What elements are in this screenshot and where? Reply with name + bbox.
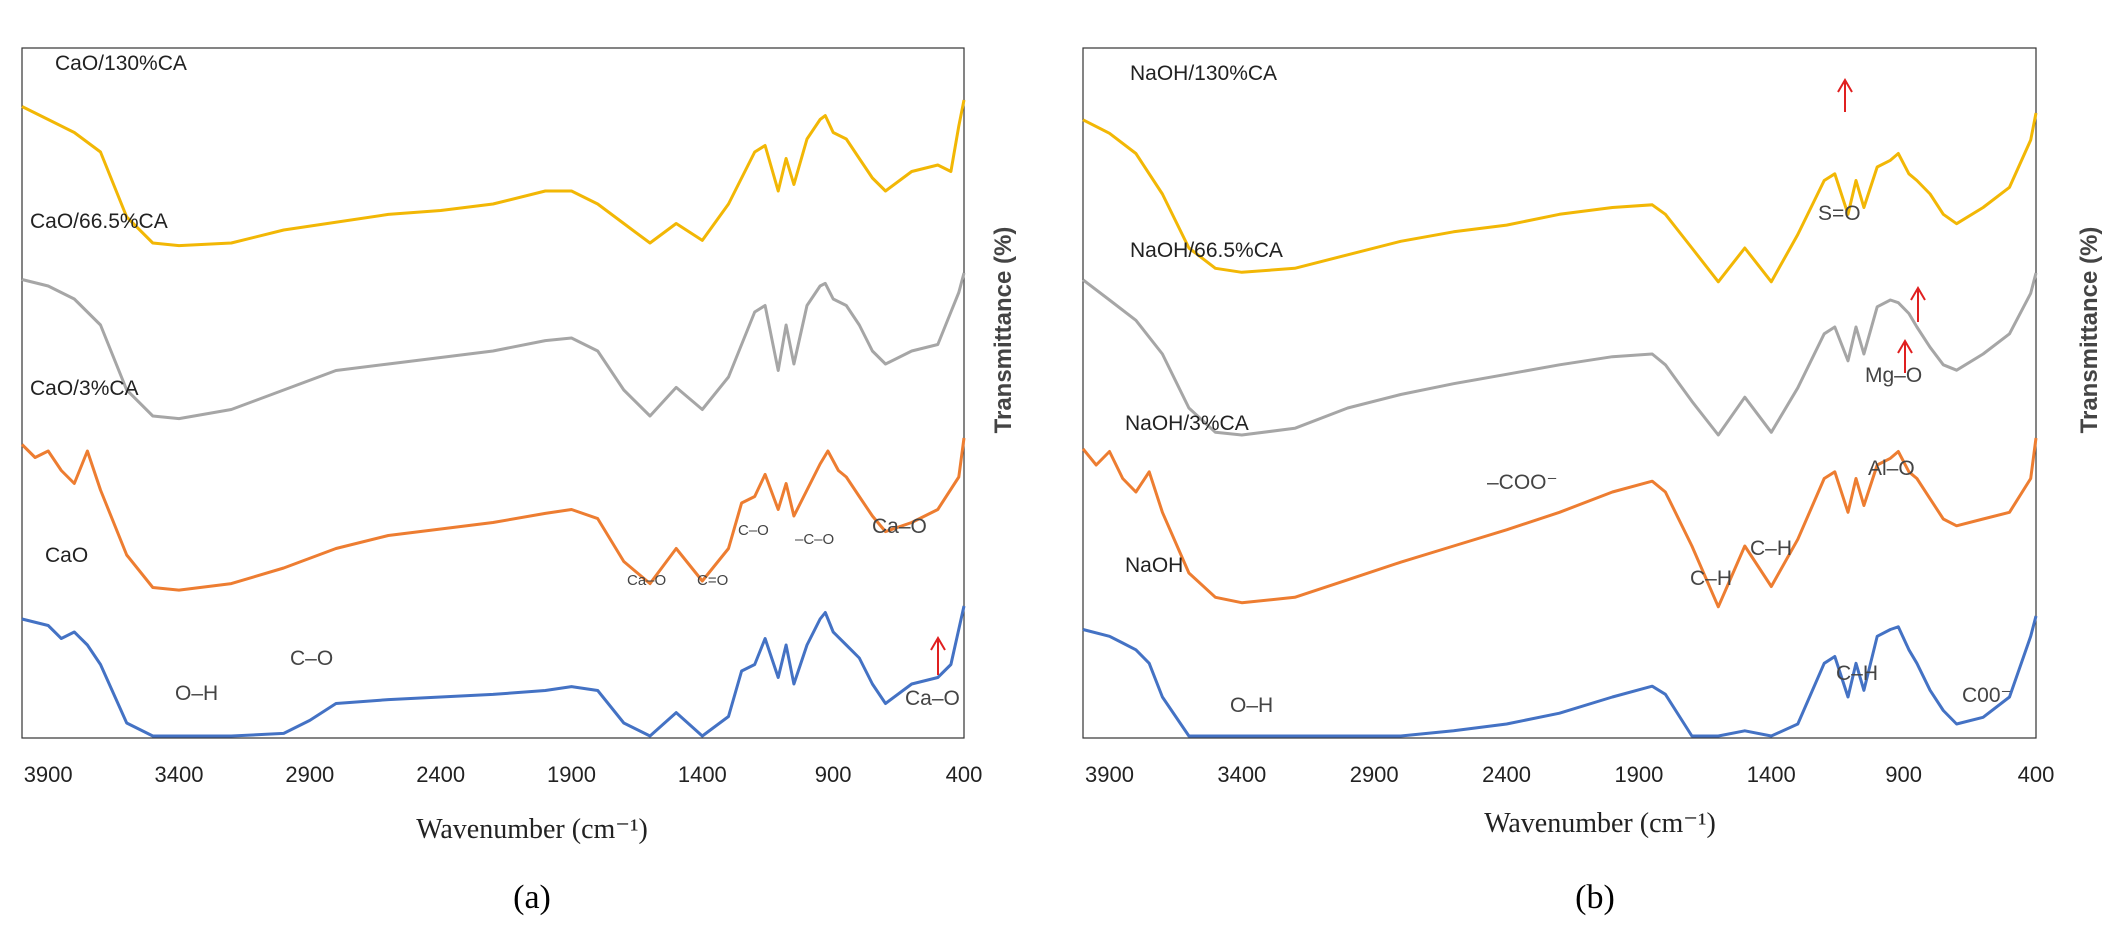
series-label-naoh-3: NaOH/3%CA xyxy=(1125,412,1249,435)
x-tick-label-3400: 3400 xyxy=(155,762,204,787)
annotation-oh: O–H xyxy=(1230,694,1273,717)
annotation-c-o-3: –C–O xyxy=(795,531,834,548)
x-tick-label-2900: 2900 xyxy=(285,762,334,787)
x-tick-label-2400: 2400 xyxy=(416,762,465,787)
arrow-head-s-o xyxy=(1837,78,1853,93)
series-line-naoh-3-ca xyxy=(1081,437,2038,609)
x-tick-labels: 3900 3400 2900 2400 1900 1400 900 400 xyxy=(1085,762,2054,787)
series-line-naoh-66-5-ca xyxy=(1082,272,2038,437)
x-tick-label-2400: 2400 xyxy=(1482,762,1531,787)
arrow-head-mg-o xyxy=(1910,286,1926,301)
series-label-cao-3: CaO/3%CA xyxy=(30,377,139,400)
panel-b: 3900 3400 2900 2400 1900 1400 900 400 NaOH/130%… xyxy=(990,47,2103,916)
annotation-c00: C00⁻ xyxy=(1962,684,2012,707)
annotation-ch-2: C–H xyxy=(1750,537,1792,560)
annotation-c-double-o: C=O xyxy=(697,572,728,589)
annotation-ca-o-2: Ca–O xyxy=(872,515,927,538)
x-axis-title: Wavenumber (cm⁻¹) xyxy=(416,814,648,845)
series-label-naoh-66: NaOH/66.5%CA xyxy=(1130,239,1283,262)
series-line-cao-66-5-ca xyxy=(21,272,966,421)
x-tick-label-1400: 1400 xyxy=(678,762,727,787)
arrow-head-ca-o xyxy=(930,636,946,651)
x-tick-label-1900: 1900 xyxy=(547,762,596,787)
x-tick-label-3400: 3400 xyxy=(1217,762,1266,787)
x-axis-title: Wavenumber (cm⁻¹) xyxy=(1484,808,1716,839)
annotation-c-o-2: C–O xyxy=(738,522,769,539)
x-tick-label-900: 900 xyxy=(1885,762,1922,787)
series-label-naoh: NaOH xyxy=(1125,554,1183,577)
series-label-cao: CaO xyxy=(45,544,88,567)
x-tick-label-900: 900 xyxy=(815,762,852,787)
annotation-oh: O–H xyxy=(175,682,218,705)
annotation-s-o: S=O xyxy=(1818,202,1861,225)
spectra-lines xyxy=(1081,112,2038,738)
series-label-cao-130: CaO/130%CA xyxy=(55,52,187,75)
panel-label-b: (b) xyxy=(1575,879,1615,916)
plot-frame xyxy=(21,47,965,739)
y-axis-title-left: Transmittance (%) xyxy=(990,227,1017,434)
x-tick-label-400: 400 xyxy=(2018,762,2055,787)
series-label-cao-66: CaO/66.5%CA xyxy=(30,210,168,233)
annotation-mg-o: Mg–O xyxy=(1865,364,1922,387)
series-line-naoh-130-ca xyxy=(1082,112,2038,284)
y-axis-title-right: Transmittance (%) xyxy=(2076,227,2103,434)
x-tick-label-1900: 1900 xyxy=(1614,762,1663,787)
panel-a: 3900 3400 2900 2400 1900 1400 900 400 CaO/130%C… xyxy=(20,47,983,916)
plot-frame xyxy=(1082,47,2037,739)
annotation-ch-3: C–H xyxy=(1836,662,1878,685)
x-tick-label-400: 400 xyxy=(946,762,983,787)
series-line-cao-3-ca xyxy=(20,437,966,592)
annotation-co: C–O xyxy=(290,647,333,670)
annotation-ca-o-1: Ca–O xyxy=(627,572,666,589)
series-line-cao-130-ca xyxy=(21,99,966,248)
x-tick-label-2900: 2900 xyxy=(1350,762,1399,787)
annotation-coo: –COO⁻ xyxy=(1487,471,1558,494)
x-tick-label-1400: 1400 xyxy=(1747,762,1796,787)
x-tick-labels: 3900 3400 2900 2400 1900 1400 900 400 xyxy=(24,762,983,787)
spectra-lines xyxy=(20,99,966,738)
annotation-ch-1: C–H xyxy=(1690,567,1732,590)
series-line-naoh xyxy=(1082,615,2038,738)
annotation-al-o: Al–O xyxy=(1868,457,1915,480)
panel-label-a: (a) xyxy=(513,879,551,916)
x-tick-label-3900: 3900 xyxy=(1085,762,1134,787)
series-line-cao xyxy=(21,605,966,738)
x-tick-label-3900: 3900 xyxy=(24,762,73,787)
series-label-naoh-130: NaOH/130%CA xyxy=(1130,62,1277,85)
annotation-ca-o-3: Ca–O xyxy=(905,687,960,710)
arrow-head-al-o xyxy=(1897,339,1913,354)
